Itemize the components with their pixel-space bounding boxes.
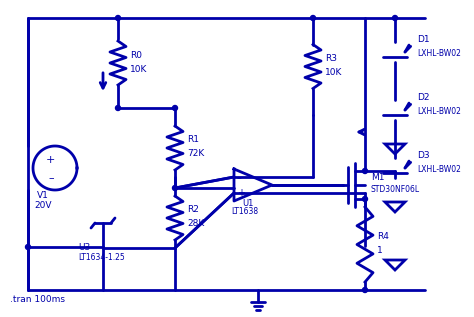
Circle shape xyxy=(392,16,398,21)
Text: R1: R1 xyxy=(187,135,199,145)
Text: LXHL-BW02: LXHL-BW02 xyxy=(417,165,461,174)
Text: U3: U3 xyxy=(78,243,90,251)
Text: .tran 100ms: .tran 100ms xyxy=(10,295,65,305)
Text: U1: U1 xyxy=(242,198,254,208)
Text: STD30NF06L: STD30NF06L xyxy=(371,184,420,193)
Text: 72K: 72K xyxy=(187,150,204,158)
Text: 20V: 20V xyxy=(34,200,52,210)
Text: 10K: 10K xyxy=(130,64,147,74)
Text: D1: D1 xyxy=(417,36,429,44)
Text: LT1638: LT1638 xyxy=(231,206,258,216)
Text: D3: D3 xyxy=(417,152,429,160)
Circle shape xyxy=(26,244,30,249)
Text: LXHL-BW02: LXHL-BW02 xyxy=(417,49,461,59)
Text: R3: R3 xyxy=(325,54,337,63)
Text: 1: 1 xyxy=(377,246,383,255)
Circle shape xyxy=(363,288,367,293)
Circle shape xyxy=(363,197,367,202)
Text: R4: R4 xyxy=(377,232,389,241)
Text: D2: D2 xyxy=(417,94,429,102)
Text: –: – xyxy=(48,173,54,183)
Circle shape xyxy=(116,16,120,21)
Text: +: + xyxy=(46,155,55,165)
Circle shape xyxy=(310,16,316,21)
Circle shape xyxy=(116,106,120,111)
Text: 28K: 28K xyxy=(187,219,204,229)
Text: R0: R0 xyxy=(130,50,142,60)
Circle shape xyxy=(173,106,177,111)
Text: V1: V1 xyxy=(37,191,49,200)
Text: R2: R2 xyxy=(187,205,199,215)
Text: +: + xyxy=(237,188,245,198)
Text: 10K: 10K xyxy=(325,68,342,77)
Text: LT1634-1.25: LT1634-1.25 xyxy=(78,253,125,262)
Text: –: – xyxy=(237,173,242,183)
Circle shape xyxy=(363,169,367,173)
Text: LXHL-BW02: LXHL-BW02 xyxy=(417,107,461,117)
Circle shape xyxy=(173,185,177,191)
Text: M1: M1 xyxy=(371,172,384,182)
